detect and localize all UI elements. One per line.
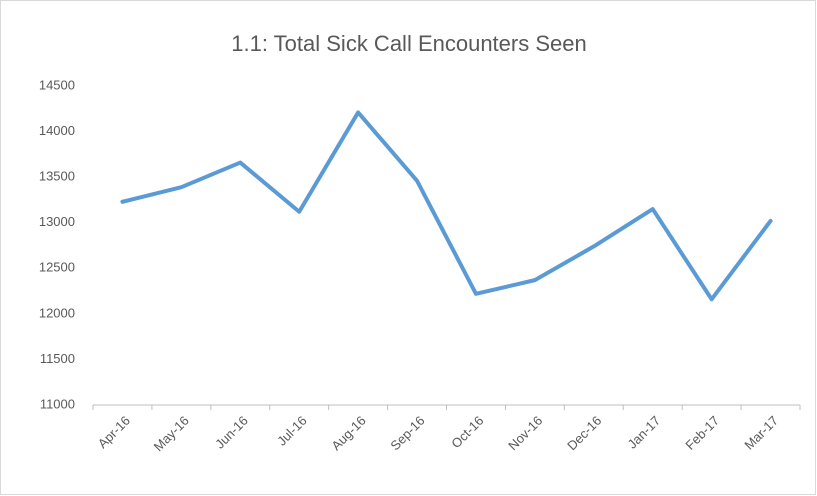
y-tick-label: 13000: [39, 214, 75, 229]
y-tick-label: 11000: [40, 396, 75, 411]
y-tick-label: 14500: [39, 77, 75, 92]
y-tick-label: 11500: [40, 351, 75, 366]
y-tick-label: 12500: [39, 260, 75, 275]
y-tick-label: 13500: [39, 169, 75, 184]
line-series: [120, 110, 773, 302]
y-tick-label: 14000: [39, 123, 75, 138]
y-tick-label: 12000: [39, 305, 75, 320]
chart-title: 1.1: Total Sick Call Encounters Seen: [231, 31, 586, 56]
